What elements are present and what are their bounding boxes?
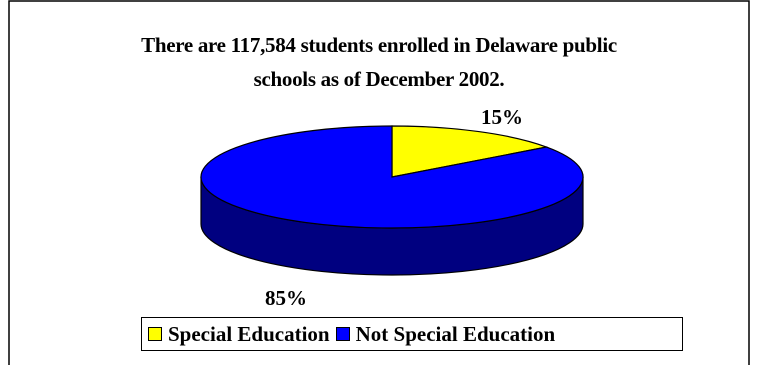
legend-item-not-special-education: Not Special Education bbox=[330, 321, 556, 347]
slice-label-special-education: 15% bbox=[481, 105, 523, 129]
legend-swatch-special-education bbox=[148, 327, 162, 341]
pie-slice-special-education bbox=[391, 125, 549, 178]
chart-title: There are 117,584 students enrolled in D… bbox=[8, 28, 750, 96]
legend-label-not-special-education: Not Special Education bbox=[355, 321, 556, 346]
slice-label-not-special-education: 85% bbox=[265, 286, 307, 310]
chart-frame: 15% 85% There are 117,584 students enrol… bbox=[8, 0, 750, 365]
chart-legend: Special Education Not Special Education bbox=[141, 317, 683, 351]
pie-chart: 15% 85% bbox=[8, 0, 750, 365]
legend-label-special-education: Special Education bbox=[168, 321, 330, 346]
legend-item-special-education: Special Education bbox=[142, 322, 330, 347]
chart-title-line-1: There are 117,584 students enrolled in D… bbox=[141, 33, 617, 57]
legend-swatch-not-special-education bbox=[335, 327, 350, 341]
pie-group bbox=[200, 125, 584, 276]
plot-border bbox=[8, 0, 750, 365]
pie-slice-not-special-education bbox=[200, 125, 584, 229]
chart-title-line-2: schools as of December 2002. bbox=[253, 67, 505, 91]
